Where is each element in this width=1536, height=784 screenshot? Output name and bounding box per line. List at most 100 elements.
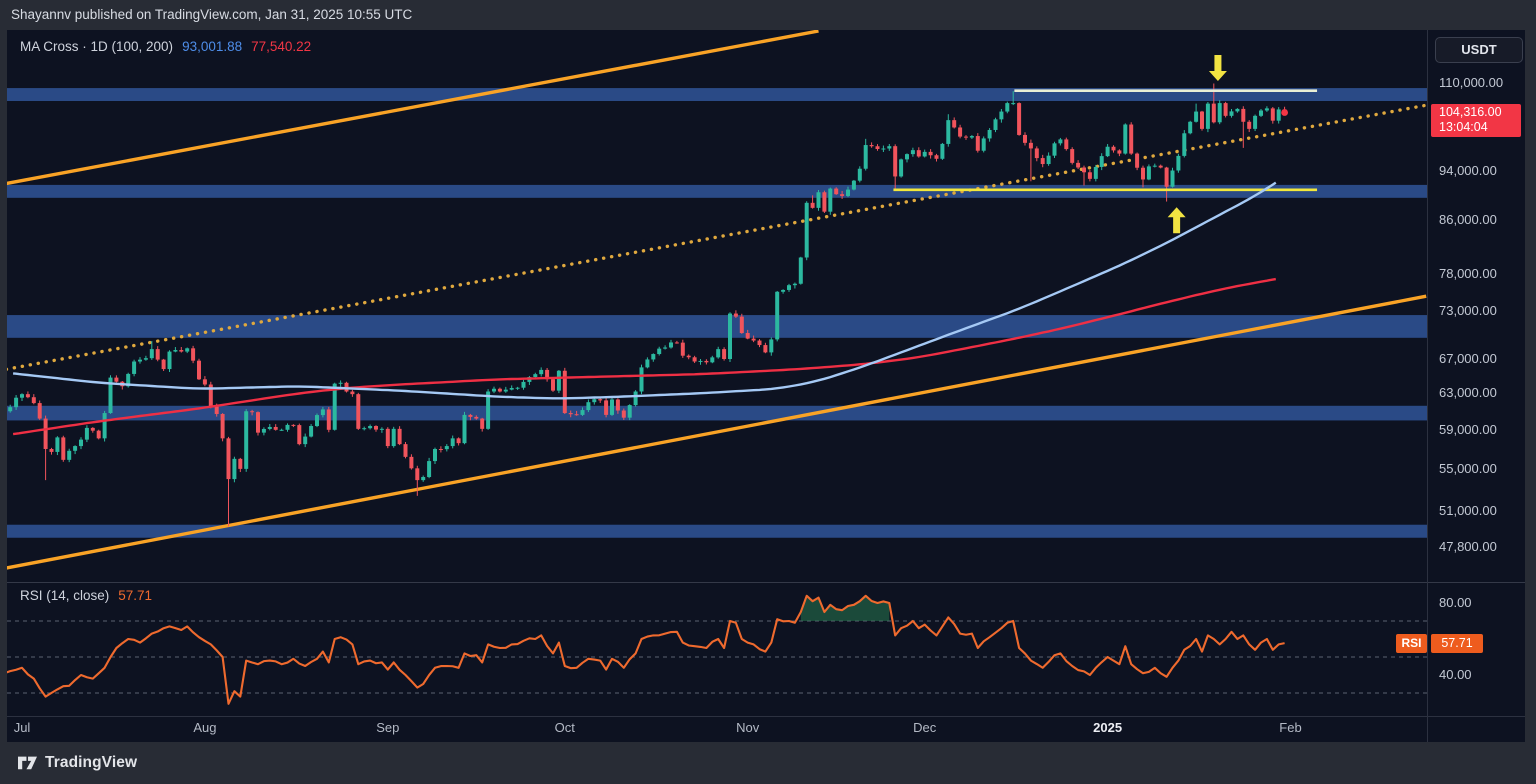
candle-body [1176,155,1181,171]
candle-body [562,370,567,414]
candle-body [934,155,939,159]
candle-body [781,289,786,292]
candle-body [1052,143,1057,156]
time-axis-label-jul: Jul [13,720,31,735]
candle-body [285,424,290,430]
price-axis-label: 73,000.00 [1439,303,1497,319]
candle-body [810,202,815,208]
candle-body [503,389,508,392]
candle-body [197,360,201,380]
tradingview-brand[interactable]: TradingView [45,754,138,771]
candle-body [220,413,225,439]
channel-median-trendline[interactable] [7,103,1427,371]
candle-body [232,458,237,480]
candle-body [238,458,243,469]
rsi-line[interactable] [7,594,1285,705]
candle-body [840,194,845,196]
candle-body [320,409,325,416]
rsi-chart-canvas[interactable] [7,582,1427,716]
candle-body [1028,142,1033,149]
candle-body [374,426,378,430]
candle-body [126,373,131,387]
candle-body [1158,165,1163,168]
candle-body [456,438,461,444]
time-axis-label-sep: Sep [376,720,400,735]
candle-body [1105,146,1110,157]
candle-body [1141,167,1145,180]
candle-body [73,446,78,451]
support-resistance-zones [7,88,1427,538]
candle-body [261,428,266,433]
candle-body [1241,108,1246,122]
candle-body [987,129,992,139]
candle-body [539,369,544,375]
candle-body [462,414,467,444]
tradingview-logo-icon[interactable] [18,755,37,772]
candle-body [1182,133,1187,156]
candle-body [999,111,1004,120]
candle-body [421,477,426,481]
candle-body [25,394,30,398]
candle-body [49,448,54,452]
candle-body [1194,111,1199,122]
candle-body [1164,167,1169,187]
candle-body [67,450,72,460]
ma200-value: 77,540.22 [251,39,312,54]
price-axis[interactable]: 104,316.00 13:04:04 57.71 110,000.00 94,0… [1427,30,1525,742]
up-arrow-icon[interactable] [1167,207,1186,234]
price-pane[interactable] [7,30,1427,582]
candle-body [474,416,479,419]
channel-top-trendline[interactable] [7,30,819,186]
candle-body [1276,109,1281,121]
candle-body [1087,172,1092,179]
candle-body [545,369,550,380]
rsi-axis-label: 80.00 [1439,595,1472,610]
candle-body [244,411,249,469]
candle-body [267,426,272,429]
price-chart-canvas[interactable] [7,30,1427,582]
candle-body [680,342,685,356]
currency-toggle-button[interactable]: USDT [1435,37,1523,63]
rsi-legend[interactable]: RSI (14, close) 57.71 [20,588,152,603]
time-axis-label-2025: 2025 [1093,720,1123,735]
indicator-title: MA Cross · 1D (100, 200) [20,39,174,54]
candle-body [615,399,620,411]
candle-body [379,428,384,430]
candle-body [1123,124,1128,154]
ma100-line[interactable] [12,181,1277,400]
time-axis-label-feb: Feb [1279,720,1302,735]
candle-body [905,154,909,160]
down-arrow-icon[interactable] [1208,54,1227,81]
channel-bottom-trendline[interactable] [7,294,1427,570]
candle-body [598,399,603,401]
candlestick-series[interactable] [7,83,1287,527]
candle-body [798,257,803,284]
candle-body [397,428,402,445]
candle-body [143,358,148,360]
pane-separator[interactable] [7,582,1525,583]
candle-body [385,428,390,447]
candle-body [869,145,874,147]
indicator-legend[interactable]: MA Cross · 1D (100, 200) 93,001.88 77,540.… [20,39,311,54]
candle-body [669,342,673,348]
candle-body [486,391,491,429]
price-axis-label: 67,000.00 [1439,351,1497,366]
candle-body [1211,103,1216,123]
candle-body [816,192,821,208]
time-axis[interactable]: Jul Aug Sep Oct Nov Dec 2025 Feb [7,717,1427,742]
candle-body [303,436,308,445]
candle-body [1205,103,1210,129]
candle-body [161,359,166,370]
candle-body [739,316,744,334]
rsi-pane[interactable]: RSI (14, close) 57.71 [7,582,1427,716]
candle-body [621,410,626,418]
candle-body [881,148,886,150]
candle-body [1117,150,1122,154]
candle-body [657,348,662,355]
candle-body [1129,124,1134,154]
candle-body [273,426,278,430]
support-resistance-zone [7,315,1427,338]
candle-body [910,150,915,155]
ma200-line[interactable] [12,277,1276,436]
candle-body [96,430,101,439]
